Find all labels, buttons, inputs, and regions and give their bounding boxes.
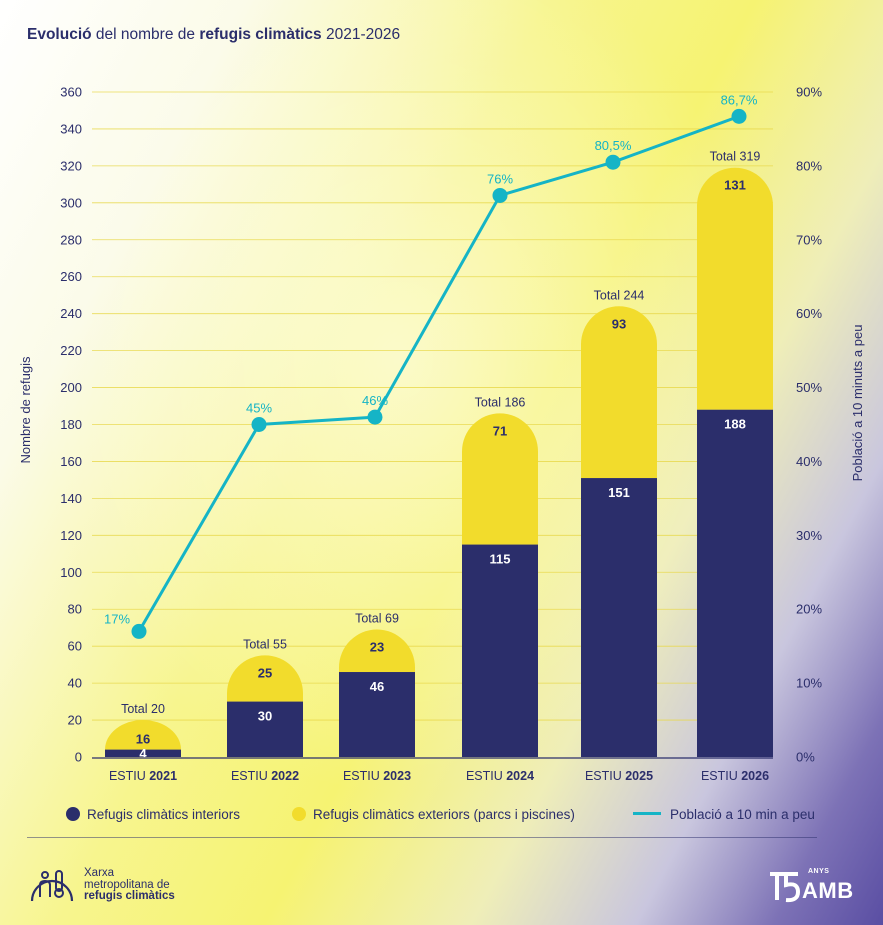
bar-total-label: Total 319 <box>710 150 761 164</box>
population-point <box>492 187 508 203</box>
legend-swatch-interiors <box>66 807 80 821</box>
legend-divider <box>27 837 817 838</box>
population-point-label: 86,7% <box>721 92 758 107</box>
y-tick-label: 80 <box>68 602 82 617</box>
bar-interior <box>581 478 657 757</box>
bar-total-label: Total 69 <box>355 612 399 626</box>
x-tick-label: ESTIU 2024 <box>466 769 534 783</box>
bar-interior-label: 4 <box>139 746 147 761</box>
bar-exterior-label: 131 <box>724 178 746 193</box>
y-tick-label: 20 <box>68 713 82 728</box>
y2-tick-label: 70% <box>796 232 822 247</box>
population-point-label: 76% <box>487 171 513 186</box>
legend-swatch-exteriors <box>292 807 306 821</box>
population-point-label: 17% <box>104 611 130 626</box>
bar-interior <box>339 672 415 757</box>
bars: 416 Total 20 30 25 Total 55 46 23 Total 69 115 71… <box>105 150 773 761</box>
bar-total-label: Total 55 <box>243 637 287 651</box>
y2-tick-label: 50% <box>796 380 822 395</box>
bar-interior <box>697 409 773 757</box>
bar-interior <box>105 749 181 757</box>
brand-text: Xarxa metropolitana de refugis climàtics <box>84 867 175 902</box>
legend-population: Població a 10 min a peu <box>633 807 815 822</box>
chart-title: Evolució del nombre de refugis climàtics… <box>27 26 401 43</box>
x-tick-label: ESTIU 2023 <box>343 769 411 783</box>
y-tick-label: 340 <box>60 121 82 136</box>
bar-total-label: Total 20 <box>121 702 165 716</box>
bar-exterior <box>581 306 657 479</box>
x-tick-label: ESTIU 2021 <box>109 769 177 783</box>
x-tick-label: ESTIU 2026 <box>701 769 769 783</box>
population-point <box>731 108 747 124</box>
bar-total-label: Total 186 <box>475 395 526 409</box>
y2-tick-label: 0% <box>796 750 815 765</box>
population-point <box>605 154 621 170</box>
legend-swatch-population <box>633 812 661 815</box>
y-tick-label: 120 <box>60 528 82 543</box>
bar-total-label: Total 244 <box>594 288 645 302</box>
bar-exterior <box>105 720 181 750</box>
legend-interiors: Refugis climàtics interiors <box>66 807 240 822</box>
bar-interior <box>227 701 303 757</box>
population-point <box>131 623 147 639</box>
gridlines <box>92 91 773 721</box>
population-point-label: 46% <box>362 393 388 408</box>
y-tick-label: 260 <box>60 269 82 284</box>
y2-tick-label: 40% <box>796 454 822 469</box>
amb-45-years-icon <box>770 872 801 903</box>
bar-exterior-label: 93 <box>612 316 626 331</box>
bar-exterior <box>339 629 415 673</box>
climate-refuge-logo-icon <box>30 870 74 902</box>
population-point <box>251 417 267 432</box>
y-tick-label: 320 <box>60 158 82 173</box>
x-tick-label: ESTIU 2025 <box>585 769 653 783</box>
y-tick-label: 280 <box>60 232 82 247</box>
y2-tick-label: 80% <box>796 158 822 173</box>
y-tick-label: 300 <box>60 195 82 210</box>
y-tick-label: 180 <box>60 417 82 432</box>
legend-exteriors: Refugis climàtics exteriors (parcs i pis… <box>292 807 575 822</box>
bar-interior-label: 46 <box>370 679 384 694</box>
population-point <box>367 409 383 425</box>
bar-interior-label: 115 <box>490 552 511 567</box>
y-axis-title: Nombre de refugis <box>18 356 33 463</box>
y-tick-label: 60 <box>68 639 82 654</box>
y-tick-label: 200 <box>60 380 82 395</box>
bar-exterior-label: 71 <box>493 423 507 438</box>
y-tick-label: 220 <box>60 343 82 358</box>
bar-exterior-label: 25 <box>258 665 272 680</box>
population-point-label: 80,5% <box>595 138 632 153</box>
y2-axis-title: Població a 10 minuts a peu <box>850 325 865 482</box>
x-tick-label: ESTIU 2022 <box>231 769 299 783</box>
y2-tick-label: 90% <box>796 85 822 100</box>
y2-tick-label: 30% <box>796 528 822 543</box>
y2-tick-label: 60% <box>796 306 822 321</box>
axes: 0 20 40 60 80 100 120 140 160 180 200 220 240 260 280 3… <box>18 85 865 784</box>
bar-interior <box>462 544 538 757</box>
bar-interior-label: 188 <box>724 417 746 432</box>
bar-exterior <box>227 655 303 702</box>
population-point-label: 45% <box>246 401 272 416</box>
bar-interior-label: 30 <box>258 709 272 724</box>
bar-interior-label: 151 <box>608 485 630 500</box>
y-tick-label: 40 <box>68 676 82 691</box>
population-line: 17% 45% 46% 76% 80,5% 86,7% <box>104 92 758 639</box>
y-tick-label: 0 <box>75 750 82 765</box>
y-tick-label: 160 <box>60 454 82 469</box>
y-tick-label: 360 <box>60 85 82 100</box>
bar-exterior <box>462 413 538 545</box>
population-line-path <box>137 114 740 633</box>
y2-tick-label: 20% <box>796 602 822 617</box>
y2-tick-label: 10% <box>796 676 822 691</box>
bar-exterior-label: 16 <box>136 731 150 746</box>
bar-exterior <box>697 167 773 410</box>
bar-exterior-label: 23 <box>370 640 384 655</box>
y-tick-label: 240 <box>60 306 82 321</box>
y-tick-label: 100 <box>60 565 82 580</box>
y-tick-label: 140 <box>60 491 82 506</box>
